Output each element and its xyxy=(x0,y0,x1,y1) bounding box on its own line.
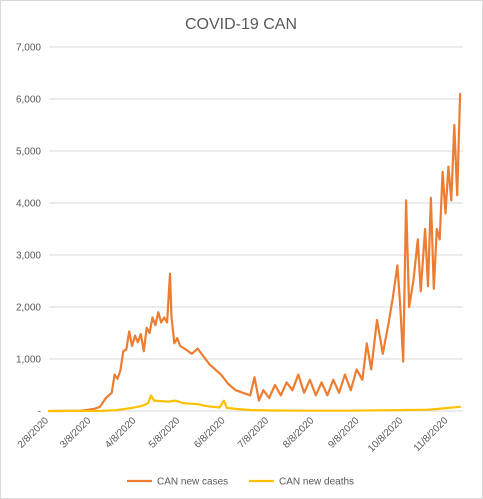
legend: CAN new cases CAN new deaths xyxy=(127,477,354,488)
y-axis: - 1,000 2,000 3,000 4,000 5,000 6,000 7,000 xyxy=(16,43,41,418)
gridlines xyxy=(49,46,463,412)
x-tick-label: 11/8/2020 xyxy=(412,415,451,454)
y-tick-label: 7,000 xyxy=(16,43,41,54)
series-lines xyxy=(47,92,462,413)
y-tick-label: 2,000 xyxy=(16,303,41,314)
x-tick-label: 5/8/2020 xyxy=(147,415,183,451)
y-tick-label: 6,000 xyxy=(16,95,41,106)
y-tick-label: 4,000 xyxy=(16,199,41,210)
legend-label: CAN new deaths xyxy=(279,477,354,488)
x-tick-label: 7/8/2020 xyxy=(236,415,272,451)
x-axis: 2/8/2020 3/8/2020 4/8/2020 5/8/2020 6/8/2020… xyxy=(16,415,451,455)
legend-label: CAN new cases xyxy=(157,477,228,488)
chart-title: COVID-19 CAN xyxy=(185,16,297,33)
y-tick-label: - xyxy=(38,407,41,418)
x-tick-label: 2/8/2020 xyxy=(16,415,52,451)
y-tick-label: 5,000 xyxy=(16,147,41,158)
x-tick-label: 10/8/2020 xyxy=(366,415,406,455)
x-tick-label: 4/8/2020 xyxy=(103,415,139,451)
x-tick-label: 8/8/2020 xyxy=(281,415,317,451)
y-tick-label: 3,000 xyxy=(16,251,41,262)
x-tick-label: 9/8/2020 xyxy=(326,415,362,451)
x-tick-label: 3/8/2020 xyxy=(58,415,94,451)
x-tick-label: 6/8/2020 xyxy=(192,415,228,451)
y-tick-label: 1,000 xyxy=(16,355,41,366)
series-line-new-deaths xyxy=(47,394,462,413)
series-line-new-cases xyxy=(47,92,462,413)
